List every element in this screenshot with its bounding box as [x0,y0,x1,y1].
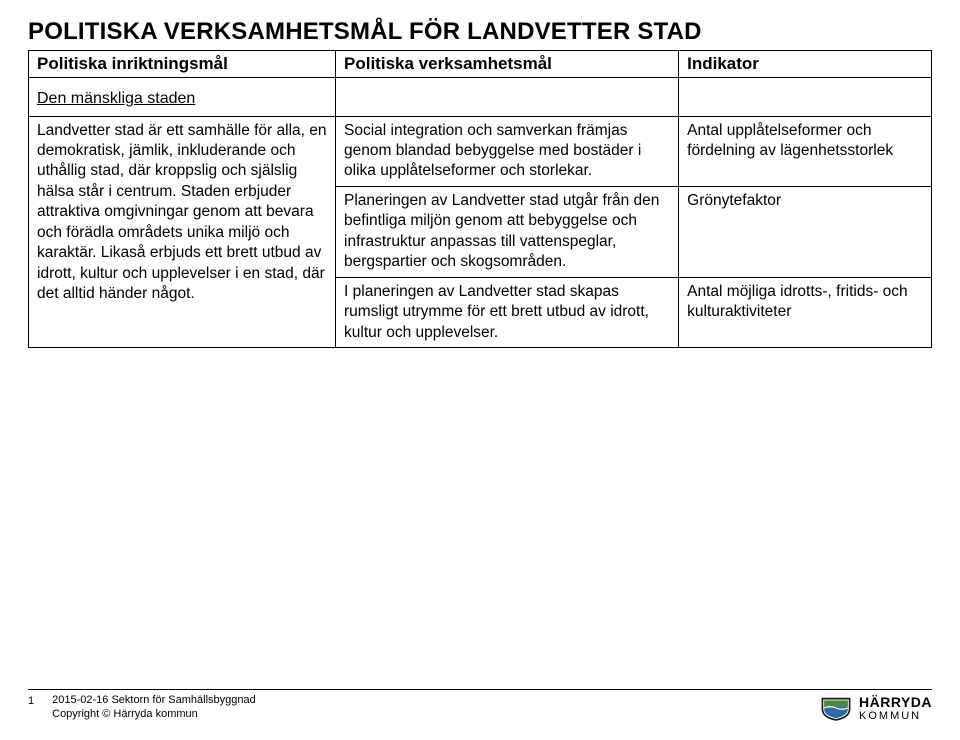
col2-cell-3: I planeringen av Landvetter stad skapas … [336,277,679,347]
empty-cell [679,78,932,116]
col-header-1: Politiska inriktningsmål [29,51,336,78]
col3-p3: Antal möjliga idrotts-, fritids- och kul… [687,282,923,323]
col3-p1: Antal upplåtelseformer och fördelning av… [687,121,923,162]
col2-cell-1: Social integration och samverkan främjas… [336,116,679,186]
col3-cell-2: Grönytefaktor [679,186,932,277]
col-header-2: Politiska verksamhetsmål [336,51,679,78]
goals-table: Politiska inriktningsmål Politiska verks… [28,50,932,348]
page-footer: 1 2015-02-16 Sektorn för Samhällsbyggnad… [28,689,932,722]
col3-cell-3: Antal möjliga idrotts-, fritids- och kul… [679,277,932,347]
logo-text: HÄRRYDA [859,694,932,710]
page-number: 1 [28,694,34,707]
col-header-3: Indikator [679,51,932,78]
col2-p3: I planeringen av Landvetter stad skapas … [344,282,670,343]
section-heading-cell: Den mänskliga staden [29,78,336,116]
footer-divider [28,689,932,690]
shield-logo-icon [819,695,853,721]
col1-body: Landvetter stad är ett samhälle för alla… [37,121,327,305]
content-row-1: Landvetter stad är ett samhälle för alla… [29,116,932,186]
document-page: POLITISKA VERKSAMHETSMÅL FÖR LANDVETTER … [0,0,960,740]
footer-row: 1 2015-02-16 Sektorn för Samhällsbyggnad… [28,694,932,722]
section-heading-row: Den mänskliga staden [29,78,932,116]
page-title: POLITISKA VERKSAMHETSMÅL FÖR LANDVETTER … [28,18,932,46]
logo-subtext: KOMMUN [859,710,932,722]
col2-p2: Planeringen av Landvetter stad utgår frå… [344,191,670,273]
col2-p1: Social integration och samverkan främjas… [344,121,670,182]
col2-cell-2: Planeringen av Landvetter stad utgår frå… [336,186,679,277]
section-heading: Den mänskliga staden [37,88,195,109]
empty-cell [336,78,679,116]
footer-line-1: 2015-02-16 Sektorn för Samhällsbyggnad [52,694,256,708]
col1-body-cell: Landvetter stad är ett samhälle för alla… [29,116,336,348]
footer-text: 2015-02-16 Sektorn för Samhällsbyggnad C… [52,694,256,722]
logo-text-wrap: HÄRRYDA KOMMUN [859,694,932,722]
col3-p2: Grönytefaktor [687,191,923,211]
footer-line-2: Copyright © Härryda kommun [52,708,256,722]
table-header-row: Politiska inriktningsmål Politiska verks… [29,51,932,78]
footer-left: 1 2015-02-16 Sektorn för Samhällsbyggnad… [28,694,256,722]
col3-cell-1: Antal upplåtelseformer och fördelning av… [679,116,932,186]
municipality-logo: HÄRRYDA KOMMUN [819,694,932,722]
